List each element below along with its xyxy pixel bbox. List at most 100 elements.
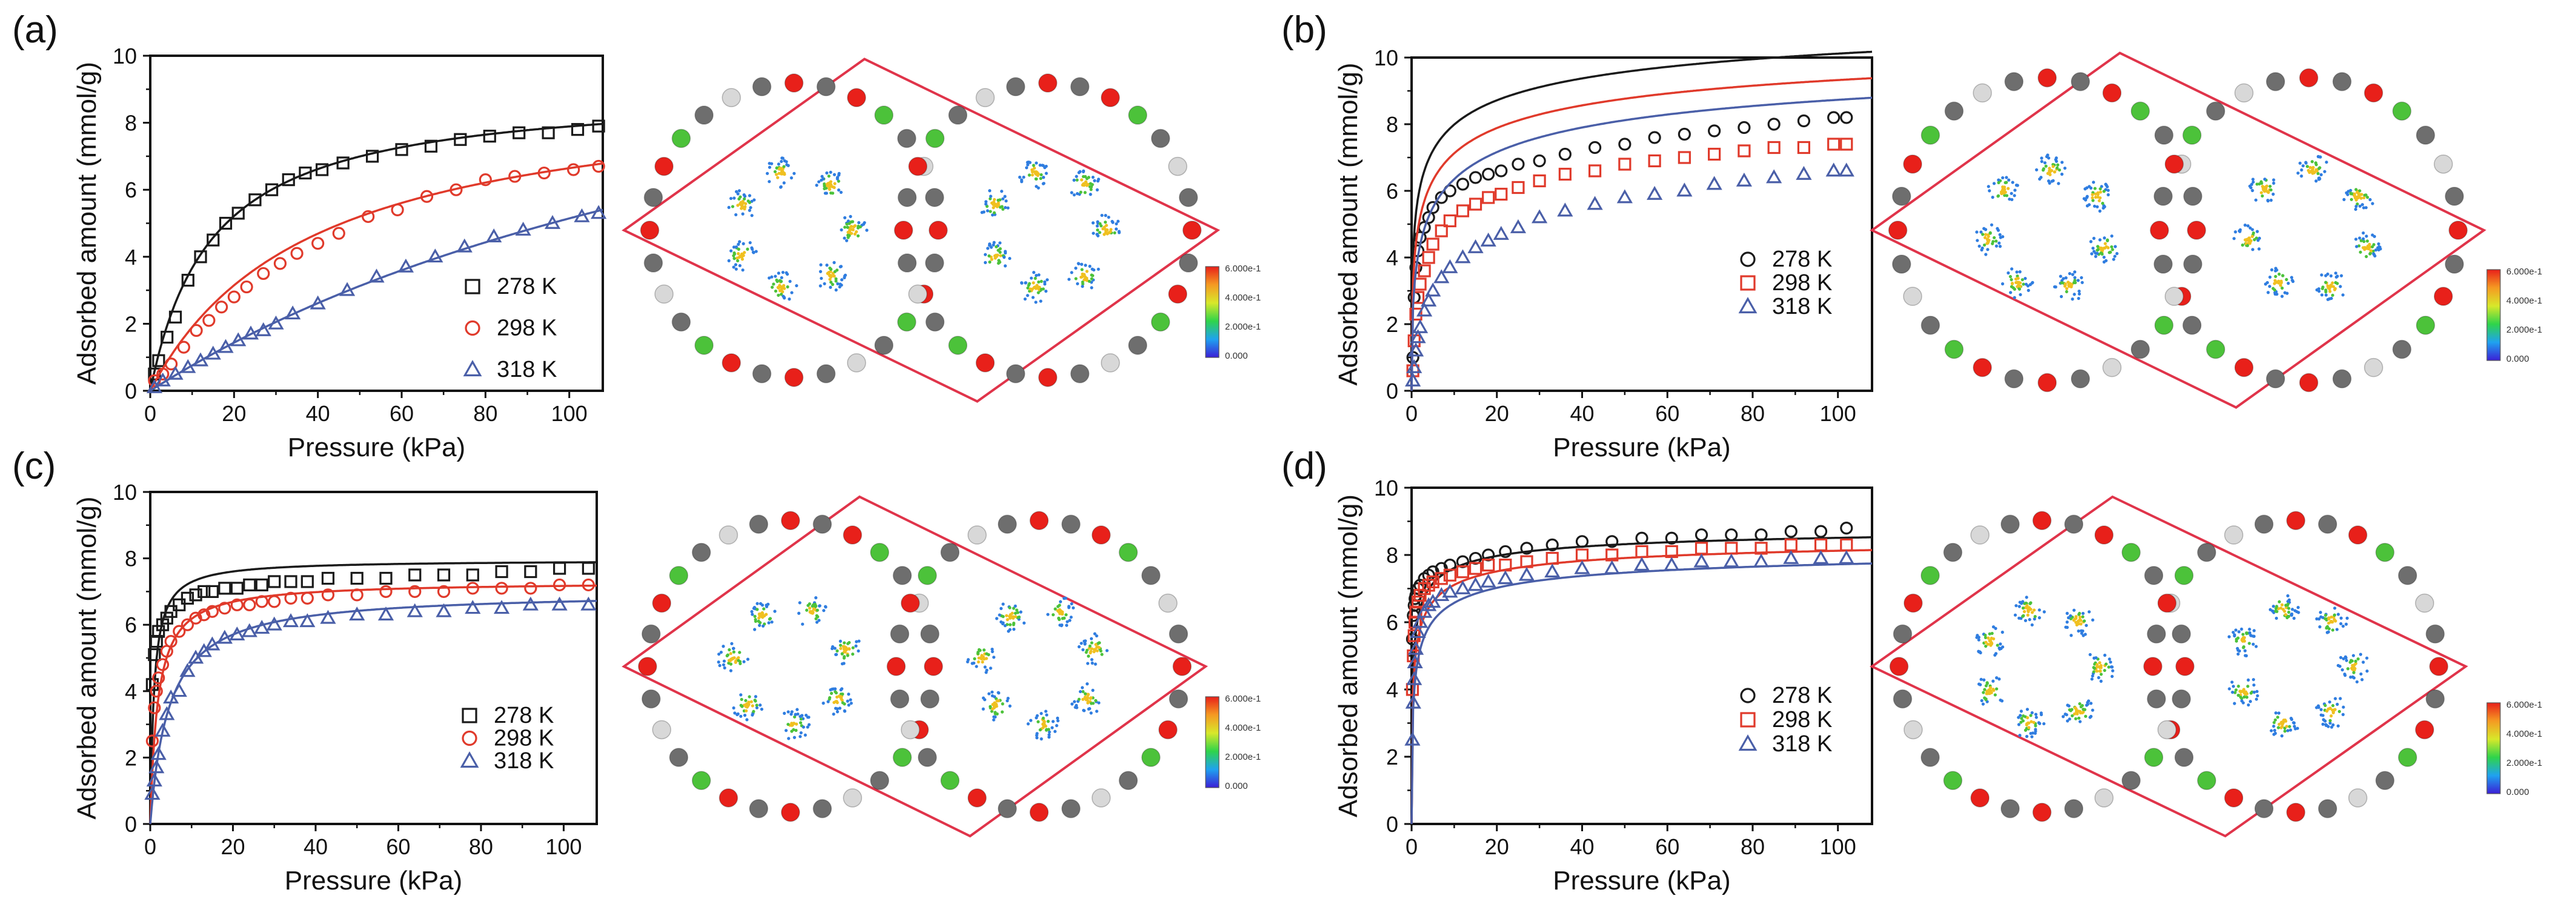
- y-tick-label: 6: [1386, 179, 1398, 204]
- data-point: [1435, 224, 1448, 237]
- legend-marker: [1738, 734, 1758, 751]
- framework-atom: [1892, 254, 1911, 274]
- framework-atom: [1038, 368, 1058, 387]
- framework-atom: [2415, 593, 2434, 613]
- data-point: [1520, 542, 1533, 555]
- data-point: [282, 173, 295, 187]
- data-point: [513, 126, 526, 139]
- data-point: [300, 575, 314, 588]
- framework-atom: [1038, 73, 1058, 93]
- data-point: [214, 301, 228, 314]
- framework-atom: [2094, 525, 2114, 545]
- data-point: [198, 608, 211, 622]
- framework-atom: [2415, 316, 2435, 335]
- data-point: [1467, 577, 1484, 591]
- data-point: [1416, 302, 1433, 317]
- legend-label: 318 K: [1772, 731, 1832, 757]
- x-tick-label: 100: [551, 401, 588, 426]
- framework-atom: [2165, 287, 2184, 306]
- framework-atom: [1150, 312, 1170, 332]
- data-point: [243, 598, 256, 611]
- chart-panel-d: (d) 0 20 40 60 80 100 0 2 4 6 8 10 Pressure (kPa) Adso…: [1281, 445, 1873, 895]
- y-tick-label: 8: [1386, 543, 1398, 568]
- framework-atom: [2206, 339, 2225, 359]
- framework-atom: [638, 657, 657, 676]
- data-point: [1736, 172, 1752, 187]
- data-point: [150, 746, 167, 760]
- series-298-K: 298 K: [145, 578, 597, 825]
- framework-atom: [2375, 771, 2395, 791]
- series-298-K: 298 K: [148, 159, 605, 391]
- data-point: [1467, 239, 1484, 253]
- data-point: [148, 759, 165, 774]
- data-point: [362, 210, 375, 224]
- data-point: [1532, 209, 1548, 224]
- legend-marker: [1740, 688, 1756, 703]
- framework-atom: [1904, 593, 1923, 613]
- framework-atom: [691, 771, 711, 791]
- framework-atom: [1101, 353, 1120, 373]
- data-point: [1421, 292, 1437, 307]
- framework-atom: [1029, 803, 1049, 822]
- chart-panel-a: (a) 0 20 40 60 80 100 0 2 4 6 8 10 Pressure (kPa) Adso…: [12, 9, 607, 462]
- data-point: [466, 582, 479, 595]
- data-point: [1575, 535, 1589, 548]
- framework-atom: [1944, 339, 1964, 359]
- colorbar-tick-label: 6.000e-1: [1225, 264, 1261, 274]
- framework-atom: [2224, 525, 2243, 545]
- data-point: [167, 365, 184, 380]
- data-point: [582, 562, 595, 575]
- framework-atom: [2318, 799, 2337, 819]
- data-point: [146, 379, 163, 393]
- framework-atom: [652, 593, 671, 613]
- data-point: [1518, 566, 1535, 581]
- data-point: [379, 571, 393, 585]
- data-point: [1442, 583, 1458, 598]
- framework-atom: [1920, 566, 1940, 585]
- unit-cell-outline: [622, 495, 1208, 838]
- fit-curve: [149, 561, 597, 825]
- legend-marker: [1740, 275, 1756, 291]
- y-tick-label: 0: [125, 812, 137, 837]
- framework-atom: [948, 336, 968, 355]
- data-point: [299, 166, 312, 180]
- framework-atom: [2425, 624, 2445, 644]
- data-point: [1796, 165, 1812, 180]
- colorbar-tick-label: 0.000: [2506, 787, 2529, 797]
- data-point: [483, 130, 496, 143]
- colorbar: [1205, 266, 1220, 358]
- framework-atom: [1158, 593, 1178, 613]
- data-point: [268, 315, 284, 330]
- framework-atom: [1893, 689, 1913, 709]
- legend-label: 278 K: [1772, 683, 1832, 708]
- framework-atom: [2182, 316, 2202, 335]
- data-point: [1405, 372, 1421, 387]
- data-point: [196, 643, 212, 657]
- data-point: [571, 123, 585, 136]
- framework-atom: [1892, 187, 1911, 206]
- data-point: [436, 603, 452, 617]
- data-point: [427, 248, 443, 263]
- data-point: [1635, 545, 1648, 559]
- data-point: [1783, 550, 1799, 564]
- colorbar: [1205, 696, 1220, 788]
- framework-atom: [752, 364, 772, 384]
- data-point: [1482, 167, 1495, 181]
- data-point: [1676, 182, 1693, 197]
- legend-label: 318 K: [494, 748, 554, 774]
- framework-atom: [1893, 624, 1913, 644]
- framework-atom: [2429, 657, 2449, 676]
- framework-atom: [2318, 514, 2337, 534]
- data-point: [1693, 553, 1710, 568]
- framework-atom: [1128, 105, 1147, 125]
- x-tick-label: 80: [1741, 401, 1765, 426]
- data-point: [1411, 291, 1425, 304]
- colorbar-tick-label: 0.000: [2506, 354, 2529, 364]
- framework-atom: [1943, 771, 1963, 791]
- framework-atom: [2445, 187, 2464, 206]
- chart-panel-c: (c) 0 20 40 60 80 100 0 2 4 6 8 10 Pressure (kPa) Adso…: [12, 445, 598, 895]
- colorbar-tick-label: 0.000: [1225, 781, 1248, 791]
- framework-atom: [1973, 357, 1992, 377]
- data-point: [1813, 550, 1829, 564]
- framework-atom: [749, 514, 769, 534]
